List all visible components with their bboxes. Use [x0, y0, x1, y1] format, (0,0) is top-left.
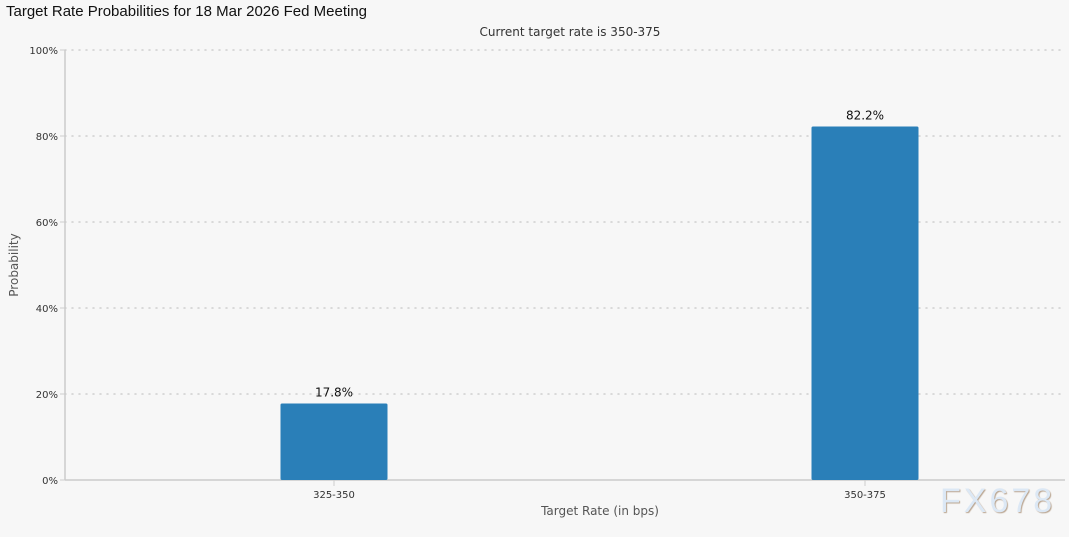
watermark-logo: FX678 — [940, 482, 1056, 520]
y-axis-title: Probability — [7, 233, 21, 296]
bar — [280, 403, 388, 480]
y-tick-label: 80% — [36, 132, 58, 143]
bar — [811, 126, 919, 480]
y-tick-label: 100% — [29, 46, 58, 57]
data-label: 17.8% — [315, 385, 353, 399]
y-tick-label: 20% — [36, 390, 58, 401]
y-tick-label: 40% — [36, 304, 58, 315]
x-tick-label: 325-350 — [313, 490, 355, 501]
chart-subtitle: Current target rate is 350-375 — [480, 25, 661, 39]
y-tick-label: 0% — [42, 476, 58, 487]
chart-title: Target Rate Probabilities for 18 Mar 202… — [6, 3, 368, 20]
x-axis-title: Target Rate (in bps) — [540, 504, 659, 518]
data-label: 82.2% — [846, 109, 884, 123]
x-tick-label: 350-375 — [844, 490, 886, 501]
y-tick-label: 60% — [36, 218, 58, 229]
